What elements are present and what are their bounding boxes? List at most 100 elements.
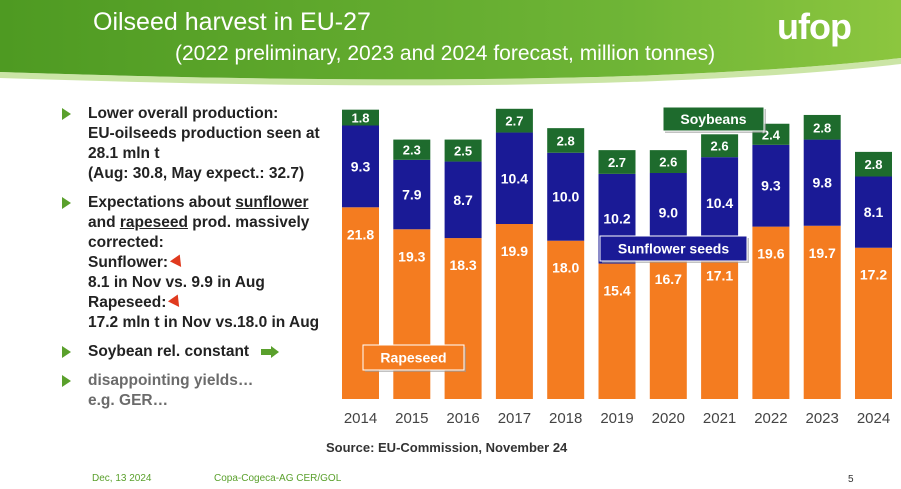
bullet-production: Lower overall production: EU-oilseeds pr… [62,104,347,184]
sunflower-seeds-bar [444,161,482,239]
bullet-triangle-icon [62,375,71,387]
soybeans-bar [701,134,739,158]
x-tick-label: 2024 [857,410,890,427]
soybeans-bar [855,151,892,177]
soybeans-bar [649,150,687,173]
sunflower-value-label: 10.0 [552,189,579,205]
soybeans-bar [393,139,431,160]
rapeseed-value-label: 19.9 [501,243,528,259]
bullet-text: Soybean rel. constant [88,343,250,360]
soybeans-value-label: 2.4 [762,127,781,142]
page-subtitle: (2022 preliminary, 2023 and 2024 forecas… [175,42,716,65]
rapeseed-value-label: 15.4 [603,283,630,299]
x-tick-label: 2019 [600,410,633,427]
rapeseed-value-label: 19.6 [757,246,784,262]
sunflower-value-label: 9.8 [812,175,832,191]
sunflower-seeds-bar [547,152,585,241]
source-note: Source: EU-Commission, November 24 [326,440,568,455]
rapeseed-bar [701,248,739,399]
rapeseed-bar [803,225,841,399]
rapeseed-bar [495,223,533,399]
rapeseed-bar [444,238,482,399]
header-banner: Oilseed harvest in EU-27 (2022 prelimina… [0,0,901,86]
bullet-text: Lower overall production: [88,105,279,122]
soybeans-value-label: 1.8 [351,111,369,126]
rapeseed-legend-box [362,344,465,371]
soybeans-value-label: 2.5 [454,144,472,159]
x-tick-label: 2022 [754,410,787,427]
rapeseed-value-label: 17.2 [860,267,887,283]
soybeans-bar [495,108,533,133]
x-tick-label: 2017 [498,410,531,427]
soybeans-bar [598,150,636,174]
soybeans-value-label: 2.3 [403,143,421,158]
soybeans-value-label: 2.7 [505,114,523,129]
sunflower-label: Sunflower: [88,254,169,271]
rapeseed-value: 17.2 mln t in Nov vs.18.0 in Aug [88,314,320,331]
sunflower-value-label: 9.3 [761,178,781,194]
soybeans-bar [444,139,482,162]
sunflower-value-label: 7.9 [402,187,422,203]
soybeans-value-label: 2.7 [608,155,626,170]
soybeans-value-label: 2.8 [864,157,882,172]
bullet-text-sunflower: sunflower [235,194,309,211]
bullet-text: and [88,214,120,231]
x-tick-label: 2018 [549,410,582,427]
x-tick-label: 2020 [652,410,685,427]
bullet-expectations: Expectations about sunflower and rapesee… [62,193,347,333]
sunflower-value-label: 10.4 [706,195,733,211]
page-title: Oilseed harvest in EU-27 [93,8,371,36]
bullet-text-rapeseed: rapeseed [119,214,188,231]
x-tick-label: 2023 [806,410,839,427]
rapeseed-bar [752,226,790,399]
rapeseed-bar [649,252,687,399]
footer-date: Dec, 13 2024 [92,473,152,484]
x-tick-label: 2016 [446,410,479,427]
rapeseed-value-label: 19.7 [809,245,836,261]
bullet-list: Lower overall production: EU-oilseeds pr… [62,104,347,420]
rapeseed-label: Rapeseed: [88,294,167,311]
rapeseed-bar [598,263,636,399]
bullet-text: (Aug: 30.8, May expect.: 32.7) [88,165,305,182]
bullet-yields: disappointing yields… e.g. GER… [62,371,347,411]
sunflower-value: 8.1 in Nov vs. 9.9 in Aug [88,274,265,291]
soybeans-value-label: 2.8 [557,133,575,148]
sunflower-legend-box [599,235,748,262]
page-number: 5 [848,474,854,485]
rapeseed-value-label: 16.7 [655,271,682,287]
sunflower-value-label: 9.3 [351,158,371,174]
soybeans-bar [803,114,841,140]
x-tick-label: 2021 [703,410,736,427]
ufop-logo: ufop [777,6,852,47]
bullet-text: e.g. GER… [88,392,169,409]
header-background [0,0,901,86]
soybeans-value-label: 2.6 [711,139,729,154]
x-tick-label: 2015 [395,410,428,427]
sunflower-seeds-bar [752,144,790,227]
sunflower-seeds-bar [803,139,841,226]
sunflower-seeds-bar [701,157,739,249]
bullet-text: prod. massively [187,214,310,231]
sunflower-seeds-bar [393,159,431,230]
rapeseed-bar [547,240,585,399]
sunflower-value-label: 8.7 [453,192,473,208]
green-right-arrow-icon [261,345,280,358]
rapeseed-bar [855,247,892,399]
footer-org: Copa-Cogeca-AG CER/GOL [214,473,342,484]
bullet-text: EU-oilseeds production seen at [88,125,320,142]
bullet-triangle-icon [62,197,71,209]
rapeseed-value-label: 17.1 [706,268,733,284]
sunflower-value-label: 10.4 [501,170,528,186]
sunflower-seeds-bar [855,176,892,248]
soybeans-value-label: 2.6 [659,155,677,170]
sunflower-value-label: 10.2 [603,211,630,227]
rapeseed-value-label: 21.8 [347,226,374,242]
sunflower-seeds-bar [342,125,379,208]
soybeans-legend-box [662,106,765,132]
bullet-text: disappointing yields… [88,372,254,389]
bullet-text: corrected: [88,234,164,251]
bullet-triangle-icon [62,108,71,120]
rapeseed-value-label: 18.3 [449,257,476,273]
bullet-soybean: Soybean rel. constant [62,342,347,362]
bullet-text: Expectations about [88,194,236,211]
